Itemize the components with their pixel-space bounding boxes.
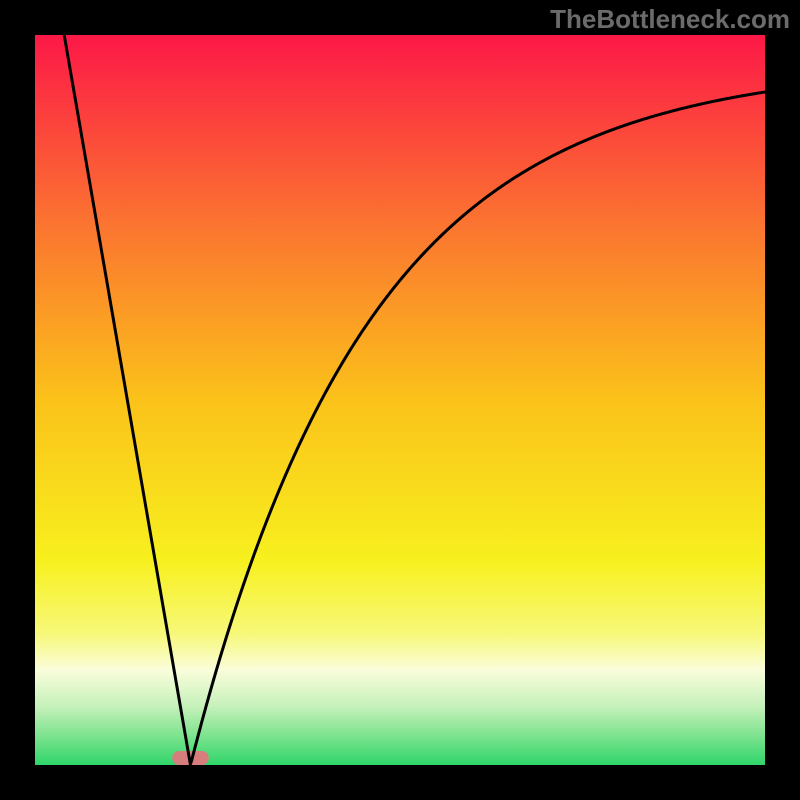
plot-background (35, 35, 765, 765)
chart-plot (35, 35, 765, 765)
watermark-text: TheBottleneck.com (550, 4, 790, 35)
